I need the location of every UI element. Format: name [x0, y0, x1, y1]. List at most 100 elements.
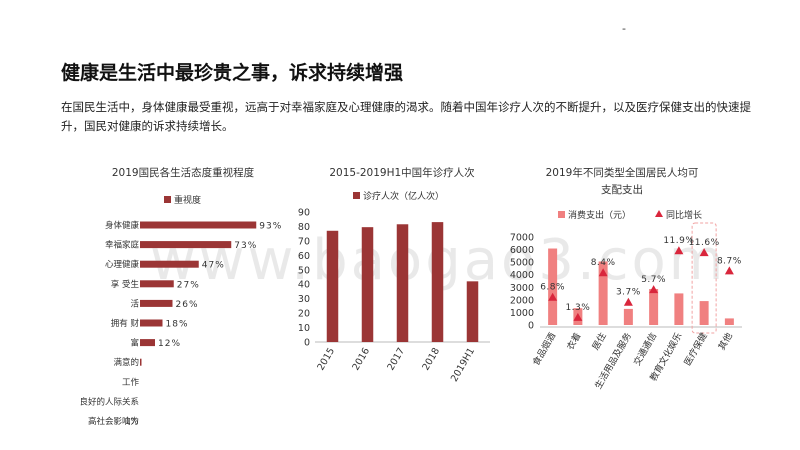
chart-life-attitude: 2019国民各生活态度重视程度 重视度 身体健康 93% 幸福家庭 73% 心理健康 47…	[79, 166, 282, 427]
chart1-category-label: 享 受生	[111, 279, 140, 290]
chart1-bar	[140, 260, 199, 268]
chart1-bar	[140, 358, 142, 366]
chart2-y-tick: 90	[298, 208, 310, 219]
chart3-legend-swatch	[558, 211, 565, 218]
chart3-title-line2: 支配支出	[601, 183, 643, 196]
chart1-category-label: 拥有 财	[111, 318, 140, 329]
chart3-growth-marker	[724, 266, 734, 275]
chart3-growth-label: 6.8%	[540, 283, 565, 293]
chart1-category-label: 心理健康	[105, 259, 140, 270]
chart1-value-label: 18%	[166, 320, 189, 330]
chart3-growth-label: 11.6%	[689, 238, 720, 248]
chart1-category-label: 满意的	[113, 357, 139, 368]
chart1-category-label: 富	[130, 338, 139, 349]
chart1-category-label: 良好的人际关系	[79, 396, 139, 407]
chart1-bar	[140, 339, 155, 347]
chart1-title: 2019国民各生活态度重视程度	[112, 166, 255, 179]
chart2-y-tick: 70	[298, 236, 310, 247]
chart1-category-label: 活	[130, 298, 139, 309]
chart3-bar	[598, 261, 608, 325]
chart1-bar	[140, 299, 173, 307]
chart2-y-tick: 40	[298, 280, 310, 291]
chart3-growth-marker	[699, 248, 709, 257]
chart2-bar	[396, 224, 409, 342]
chart1-value-label: 1%	[125, 417, 139, 427]
chart1-value-label: 93%	[259, 222, 282, 232]
chart3-x-tick: 其他	[716, 331, 735, 353]
chart3-growth-marker	[674, 246, 684, 255]
chart2-y-tick: 60	[298, 251, 310, 262]
page-title: 健康是生活中最珍贵之事，诉求持续增强	[61, 62, 404, 84]
chart3-growth-label: 8.4%	[591, 258, 616, 268]
corner-dash: -	[622, 22, 626, 35]
chart2-x-tick: 2015	[315, 346, 337, 372]
chart1-value-label: 12%	[158, 339, 181, 349]
chart3-y-tick: 6000	[510, 245, 534, 256]
chart3-bar	[674, 293, 684, 325]
chart1-legend-swatch	[164, 196, 171, 203]
chart3-bar	[623, 308, 633, 325]
chart3-legend-bar-label: 消费支出（元）	[568, 209, 631, 221]
chart1-value-label: 47%	[202, 261, 225, 271]
chart3-y-tick: 3000	[510, 283, 534, 294]
chart3-bar	[699, 301, 709, 325]
chart3-y-tick: 0	[528, 321, 534, 332]
chart1-category-label: 高社会影响力	[88, 416, 139, 427]
chart3-y-tick: 7000	[510, 233, 534, 244]
chart2-x-tick: 2016	[350, 346, 372, 372]
chart2-bar	[431, 222, 444, 342]
chart3-x-tick: 衣着	[564, 331, 583, 353]
chart2-y-tick: 80	[298, 222, 310, 233]
chart3-y-tick: 5000	[510, 258, 534, 269]
chart1-bar	[140, 319, 163, 327]
chart3-x-tick: 居住	[589, 331, 608, 353]
chart2-y-tick: 10	[298, 323, 310, 334]
chart2-bar	[326, 230, 339, 342]
chart2-title: 2015-2019H1中国年诊疗人次	[329, 166, 475, 179]
chart3-legend-marker-label: 同比增长	[666, 209, 702, 221]
chart3-legend-triangle	[655, 210, 663, 217]
chart1-legend-label: 重视度	[174, 194, 201, 206]
chart-consumption-spend: 2019年不同类型全国居民人均可 支配支出 消费支出（元） 同比增长 70006…	[510, 166, 742, 391]
chart3-growth-label: 5.7%	[641, 275, 666, 285]
chart3-growth-label: 3.7%	[616, 288, 641, 298]
chart2-x-tick: 2017	[385, 346, 407, 372]
chart1-value-label: 26%	[176, 300, 199, 310]
chart2-y-tick: 30	[298, 294, 310, 305]
chart2-legend-swatch	[353, 192, 360, 199]
chart3-x-tick: 食品烟酒	[530, 331, 558, 368]
chart3-growth-marker	[623, 297, 633, 306]
chart2-x-tick: 2018	[420, 346, 442, 372]
chart3-growth-label: 11.9%	[663, 236, 694, 246]
chart3-growth-label: 8.7%	[717, 256, 742, 266]
chart1-bar	[140, 221, 257, 229]
chart1-value-label: 73%	[234, 241, 257, 251]
chart2-y-tick: 20	[298, 309, 310, 320]
chart3-highlight-box	[691, 222, 717, 334]
chart1-category-label: 幸福家庭	[105, 240, 140, 251]
chart2-y-tick: 0	[304, 338, 310, 349]
chart1-category-label: 身体健康	[105, 220, 140, 231]
chart1-value-label: 27%	[177, 280, 200, 290]
intro-paragraph: 在国民生活中，身体健康最受重视，远高于对幸福家庭及心理健康的渴求。随着中国年诊疗…	[61, 100, 751, 133]
chart-diagnosis-visits: 2015-2019H1中国年诊疗人次 诊疗人次（亿人次） 90 80 70 60 50 4…	[298, 166, 490, 384]
chart1-category-label: 工作	[122, 377, 140, 388]
chart3-bar	[724, 318, 734, 325]
chart1-bar	[140, 280, 174, 288]
chart2-bar	[466, 281, 479, 342]
chart2-y-tick: 50	[298, 265, 310, 276]
chart2-bar	[361, 227, 374, 342]
chart3-y-tick: 2000	[510, 295, 534, 306]
chart3-bar	[649, 289, 659, 325]
chart1-bar	[140, 241, 232, 249]
chart3-x-tick: 交通通信	[631, 331, 659, 368]
chart2-legend-label: 诊疗人次（亿人次）	[363, 190, 444, 202]
chart3-growth-label: 1.3%	[565, 303, 590, 313]
chart2-x-tick: 2019H1	[449, 346, 477, 384]
chart3-y-tick: 1000	[510, 308, 534, 319]
chart3-y-tick: 4000	[510, 270, 534, 281]
chart3-growth-marker	[598, 268, 608, 277]
chart3-growth-marker	[649, 285, 659, 294]
chart3-growth-marker	[573, 312, 583, 321]
chart3-bar	[548, 248, 558, 325]
